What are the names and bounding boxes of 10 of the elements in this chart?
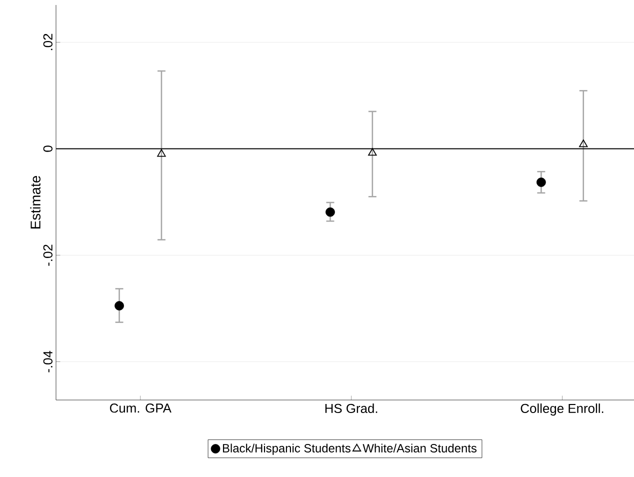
legend-label: Black/Hispanic Students: [222, 444, 350, 455]
y-tick-label: .02: [43, 34, 52, 50]
legend-label: White/Asian Students: [362, 444, 477, 452]
x-tick-label: HS Grad.: [325, 404, 378, 414]
x-tick-label: Cum. GPA: [110, 404, 172, 413]
y-axis-title: Estimate: [30, 176, 40, 228]
y-tick-label: -.04: [43, 350, 52, 372]
x-tick-label: College Enroll.: [520, 404, 604, 416]
y-tick-label: -.02: [43, 244, 52, 266]
y-tick-label: 0: [43, 146, 52, 152]
